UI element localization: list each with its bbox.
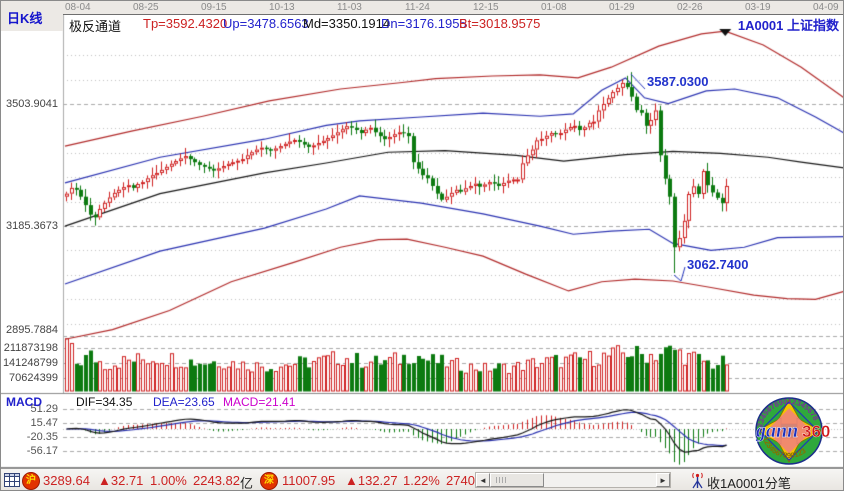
date-tick-01-08: 01-08 [541, 2, 567, 13]
sz-index-value: 11007.95 [282, 473, 336, 488]
date-tick-11-24: 11-24 [405, 2, 430, 13]
horizontal-scrollbar[interactable]: ◄ ► [475, 472, 671, 488]
macd-title: MACD [6, 395, 42, 409]
sh-index-pct: 1.00% [150, 473, 187, 488]
sz-index-change: ▲132.27 [345, 473, 398, 488]
logo-360-text: 360 [802, 422, 830, 441]
date-tick-01-29: 01-29 [609, 2, 635, 13]
date-tick-10-13: 10-13 [269, 2, 295, 13]
scroll-thumb[interactable] [490, 473, 544, 487]
symbol-title: 1A0001 上证指数 [737, 18, 839, 33]
macd-macd-value: MACD=21.41 [223, 395, 296, 409]
date-tick-11-03: 11-03 [337, 2, 362, 13]
channel-bt-value: Bt=3018.9575 [459, 16, 541, 31]
volume-axis-label-0: 211873198 [3, 342, 58, 354]
sh-turnover: 2243.82 [193, 473, 240, 488]
high-annotation-label: 3587.0300 [647, 74, 709, 89]
status-bar: 沪 3289.64 ▲32.71 1.00% 2243.82 亿 深 11007… [1, 468, 843, 491]
logo-gann-text: gann [755, 420, 798, 442]
low-annotation-label: 3062.7400 [687, 257, 749, 272]
channel-md-value: Md=3350.1914 [303, 16, 391, 31]
macd-axis-label-3: -56.17 [26, 445, 58, 457]
date-tick-04-09: 04-09 [813, 2, 839, 13]
grid-view-icon[interactable] [4, 473, 20, 490]
kline-chart-canvas[interactable] [1, 1, 843, 468]
macd-dea-value: DEA=23.65 [153, 395, 215, 409]
scroll-left-button[interactable]: ◄ [476, 473, 490, 487]
feed-status-text: 收1A0001分笔 [707, 476, 791, 491]
channel-tp-value: Tp=3592.4320 [143, 16, 228, 31]
date-tick-08-25: 08-25 [133, 2, 159, 13]
scroll-right-button[interactable]: ► [656, 473, 670, 487]
price-axis-label-1: 3185.3673 [6, 220, 58, 232]
price-axis-label-0: 3503.9041 [6, 98, 58, 110]
data-feed-icon [691, 472, 704, 490]
macd-axis-label-2: -20.35 [26, 431, 58, 443]
sz-index-pct: 1.22% [403, 473, 440, 488]
date-axis-rule [63, 14, 843, 15]
gann360-logo: 23456789012345678 1234567890123 gann 360 [755, 397, 831, 465]
sh-index-change: ▲32.71 [98, 473, 144, 488]
scroll-thumb-grip [496, 477, 508, 483]
volume-axis-label-1: 141248799 [2, 357, 58, 369]
channel-up-value: Up=3478.6563 [223, 16, 309, 31]
date-tick-12-15: 12-15 [473, 2, 499, 13]
date-tick-03-19: 03-19 [745, 2, 771, 13]
shenzhen-market-icon[interactable]: 深 [260, 472, 278, 490]
macd-axis-label-1: 15.47 [30, 417, 58, 429]
price-axis-label-2: 2895.7884 [6, 324, 58, 336]
kline-period-label: 日K线 [7, 11, 43, 26]
channel-name-label: 极反通道 [69, 19, 122, 34]
date-tick-09-15: 09-15 [201, 2, 227, 13]
macd-dif-value: DIF=34.35 [76, 395, 133, 409]
date-tick-02-26: 02-26 [677, 2, 703, 13]
date-axis-strip: 08-04 08-25 09-15 10-13 11-03 11-24 12-15 01-08… [1, 1, 843, 14]
volume-axis-label-2: 70624399 [9, 372, 58, 384]
corner-cell [1, 1, 63, 31]
channel-dn-value: Dn=3176.1955 [381, 16, 467, 31]
date-tick-08-04: 08-04 [65, 2, 91, 13]
shanghai-market-icon[interactable]: 沪 [22, 472, 40, 490]
sh-turnover-unit: 亿 [240, 476, 254, 491]
sh-index-value: 3289.64 [43, 473, 90, 488]
macd-axis-label-0: 51.29 [30, 403, 58, 415]
